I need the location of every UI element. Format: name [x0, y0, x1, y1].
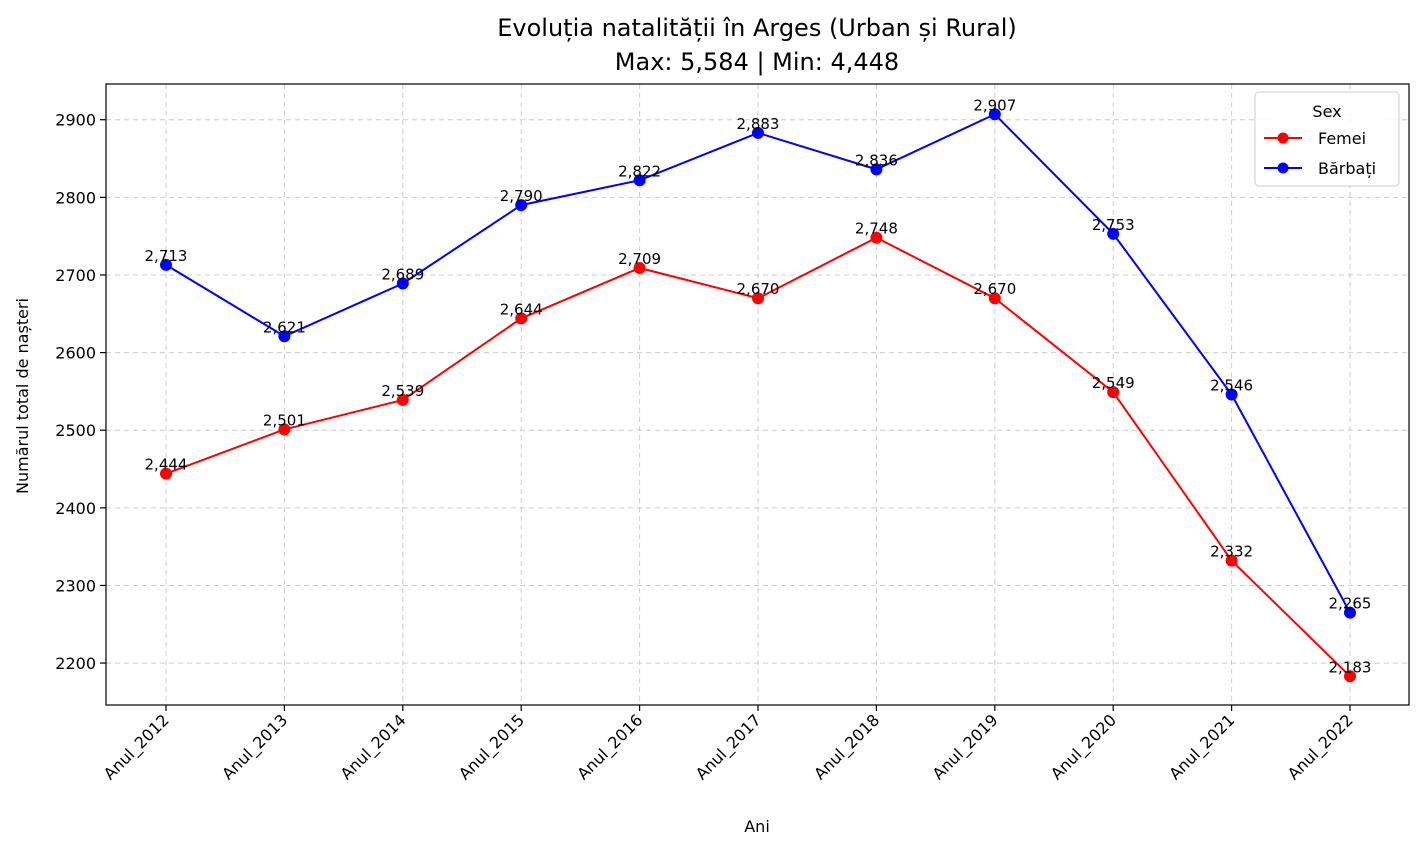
x-tick-label: Anul_2013 — [218, 710, 292, 784]
data-point-barbati — [1225, 388, 1238, 401]
x-tick-label: Anul_2019 — [929, 710, 1003, 784]
grid-lines — [106, 84, 1409, 705]
chart-subtitle: Max: 5,584 | Min: 4,448 — [615, 48, 899, 76]
x-tick-label: Anul_2021 — [1165, 710, 1239, 784]
data-label-barbati: 2,713 — [145, 247, 188, 265]
data-point-femei — [1344, 670, 1356, 683]
data-point-barbati — [752, 126, 764, 139]
y-tick-label: 2700 — [55, 266, 96, 285]
legend-title: Sex — [1312, 102, 1341, 121]
data-label-femei: 2,332 — [1210, 543, 1253, 561]
x-tick-label: Anul_2014 — [337, 710, 411, 784]
x-tick-label: Anul_2012 — [100, 710, 174, 784]
data-label-barbati: 2,689 — [381, 265, 424, 283]
data-point-femei — [1225, 554, 1238, 567]
data-label-barbati: 2,836 — [855, 151, 898, 169]
data-label-femei: 2,183 — [1329, 658, 1372, 676]
data-label-femei: 2,670 — [737, 280, 780, 298]
data-point-femei — [396, 393, 409, 406]
axes: 2200 2300 2400 2500 2600 2700 2800 2900 Anul_201… — [55, 83, 1410, 784]
x-axis-label: Ani — [744, 817, 770, 836]
data-point-femei — [988, 292, 1001, 305]
legend-marker-barbati — [1277, 162, 1289, 174]
y-tick-label: 2200 — [55, 654, 96, 673]
data-label-femei: 2,670 — [973, 280, 1016, 298]
data-point-femei — [870, 231, 883, 244]
data-label-barbati: 2,753 — [1092, 216, 1135, 234]
data-point-barbati — [515, 199, 528, 212]
x-tick-label: Anul_2015 — [455, 710, 529, 784]
data-label-femei: 2,549 — [1092, 374, 1135, 392]
data-label-femei: 2,501 — [263, 411, 306, 429]
data-label-barbati: 2,546 — [1210, 377, 1253, 395]
y-tick-label: 2800 — [55, 188, 96, 207]
data-label-barbati: 2,907 — [973, 96, 1016, 114]
data-point-barbati — [396, 277, 409, 290]
y-tick-label: 2500 — [55, 421, 96, 440]
legend-frame — [1254, 91, 1400, 187]
data-label-barbati: 2,883 — [737, 115, 780, 133]
data-point-barbati — [988, 108, 1001, 121]
series-lines — [160, 108, 1356, 683]
data-label-barbati: 2,822 — [618, 162, 661, 180]
data-point-femei — [633, 261, 646, 274]
y-tick-label: 2400 — [55, 499, 96, 518]
y-axis-label: Numărul total de nașteri — [13, 298, 32, 494]
chart-title: Evoluția natalității în Arges (Urban și … — [497, 14, 1017, 42]
data-labels: 2,444 2,501 2,539 2,644 2,709 2,670 2,748 2,670… — [145, 96, 1372, 676]
data-label-femei: 2,748 — [855, 220, 898, 238]
data-label-barbati: 2,621 — [263, 318, 306, 336]
data-point-femei — [515, 312, 528, 325]
data-label-barbati: 2,790 — [500, 187, 543, 205]
data-point-barbati — [1107, 227, 1120, 240]
y-tick-label: 2600 — [55, 344, 96, 363]
x-tick-label: Anul_2020 — [1047, 710, 1121, 784]
data-point-barbati — [160, 258, 172, 271]
data-label-femei: 2,444 — [145, 456, 188, 474]
legend-label-barbati: Bărbați — [1318, 159, 1376, 178]
data-label-femei: 2,539 — [381, 382, 424, 400]
legend-marker-femei — [1277, 132, 1289, 144]
data-point-femei — [752, 292, 764, 305]
y-tick-label: 2900 — [55, 111, 96, 130]
data-label-femei: 2,709 — [618, 250, 661, 268]
data-point-barbati — [633, 174, 646, 187]
x-tick-label: Anul_2017 — [692, 710, 766, 784]
x-tick-label: Anul_2022 — [1284, 710, 1358, 784]
data-point-barbati — [870, 163, 883, 176]
data-label-femei: 2,644 — [500, 300, 543, 318]
data-point-femei — [278, 423, 291, 436]
legend-label-femei: Femei — [1318, 129, 1366, 148]
data-point-femei — [1107, 386, 1120, 399]
x-tick-label: Anul_2018 — [810, 710, 884, 784]
legend: Sex Femei Bărbați — [1254, 91, 1400, 187]
data-label-barbati: 2,265 — [1329, 595, 1372, 613]
data-point-barbati — [278, 330, 291, 343]
data-point-femei — [160, 467, 172, 480]
x-tick-label: Anul_2016 — [573, 710, 647, 784]
y-tick-label: 2300 — [55, 576, 96, 595]
data-point-barbati — [1344, 606, 1356, 619]
